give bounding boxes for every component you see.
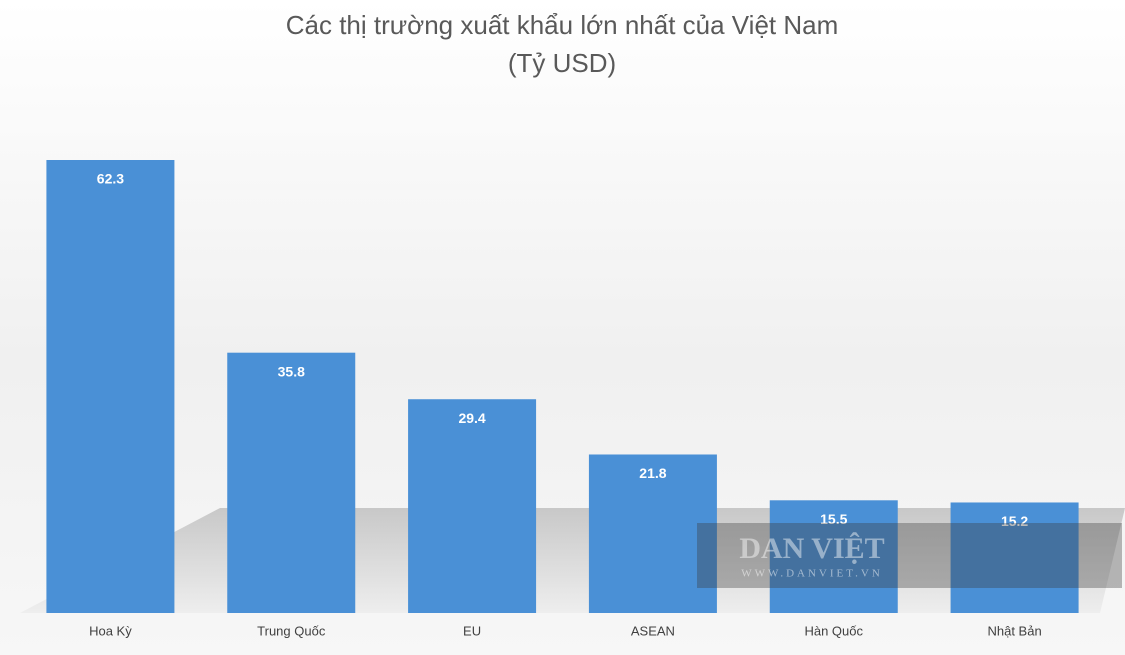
- x-tick-label: EU: [463, 623, 481, 638]
- chart-subtitle: (Tỷ USD): [508, 48, 616, 78]
- x-tick-label: ASEAN: [631, 623, 675, 638]
- watermark-title: DAN VIỆT: [739, 532, 884, 565]
- x-tick-label: Trung Quốc: [257, 623, 326, 638]
- bar: [46, 160, 175, 613]
- chart-title: Các thị trường xuất khẩu lớn nhất của Vi…: [286, 10, 839, 40]
- data-label: 15.5: [820, 511, 847, 527]
- x-tick-label: Nhật Bản: [987, 623, 1041, 638]
- x-tick-label: Hàn Quốc: [804, 623, 863, 638]
- bar: [588, 454, 717, 613]
- bars: 62.3 Hoa Kỳ 35.8 Trung Quốc 29.4 EU 21.8 ASEAN 1…: [46, 160, 1079, 638]
- bar: [227, 352, 356, 613]
- bar: [408, 399, 537, 613]
- bar: [769, 500, 898, 613]
- watermark-url: WWW.DANVIET.VN: [741, 568, 883, 580]
- watermark-box: [697, 523, 1122, 588]
- data-label: 62.3: [97, 171, 124, 187]
- x-tick-label: Hoa Kỳ: [89, 623, 132, 638]
- data-label: 29.4: [458, 410, 485, 426]
- data-label: 21.8: [639, 465, 666, 481]
- data-label: 15.2: [1001, 513, 1028, 529]
- data-label: 35.8: [278, 363, 305, 379]
- bar: [950, 502, 1079, 613]
